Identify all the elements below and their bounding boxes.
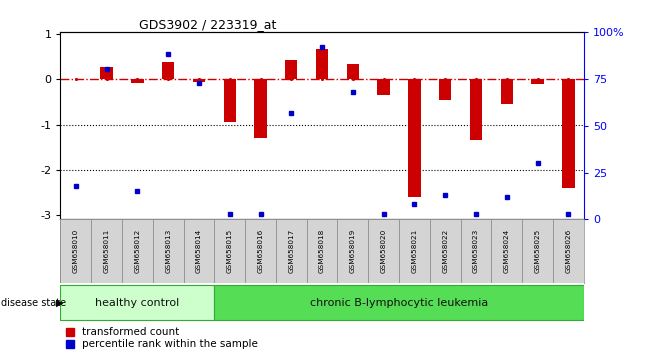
- Bar: [347, 63, 359, 79]
- Bar: [430, 219, 460, 283]
- Bar: [60, 219, 91, 283]
- Text: ▶: ▶: [56, 298, 63, 308]
- Bar: [162, 62, 174, 79]
- Bar: [101, 67, 113, 79]
- Bar: [399, 219, 430, 283]
- Bar: [245, 219, 276, 283]
- Text: GSM658018: GSM658018: [319, 229, 325, 273]
- Text: GSM658023: GSM658023: [473, 229, 479, 273]
- Text: GSM658019: GSM658019: [350, 229, 356, 273]
- Bar: [285, 60, 297, 79]
- Bar: [501, 79, 513, 104]
- Bar: [214, 285, 584, 320]
- Text: GSM658021: GSM658021: [411, 229, 417, 273]
- Text: healthy control: healthy control: [95, 298, 179, 308]
- Bar: [307, 219, 338, 283]
- Bar: [214, 219, 245, 283]
- Bar: [439, 79, 452, 100]
- Text: GSM658014: GSM658014: [196, 229, 202, 273]
- Bar: [408, 79, 421, 197]
- Bar: [91, 219, 122, 283]
- Text: GSM658020: GSM658020: [380, 229, 386, 273]
- Text: GSM658011: GSM658011: [103, 229, 109, 273]
- Bar: [368, 219, 399, 283]
- Bar: [378, 79, 390, 95]
- Bar: [153, 219, 184, 283]
- Text: GSM658026: GSM658026: [566, 229, 572, 273]
- Text: GDS3902 / 223319_at: GDS3902 / 223319_at: [139, 18, 276, 31]
- Bar: [60, 285, 214, 320]
- Bar: [316, 48, 328, 79]
- Bar: [122, 219, 153, 283]
- Legend: transformed count, percentile rank within the sample: transformed count, percentile rank withi…: [66, 327, 258, 349]
- Text: GSM658024: GSM658024: [504, 229, 510, 273]
- Bar: [338, 219, 368, 283]
- Bar: [470, 79, 482, 141]
- Text: GSM658012: GSM658012: [134, 229, 140, 273]
- Text: chronic B-lymphocytic leukemia: chronic B-lymphocytic leukemia: [310, 298, 488, 308]
- Bar: [223, 79, 236, 122]
- Bar: [254, 79, 266, 138]
- Text: GSM658022: GSM658022: [442, 229, 448, 273]
- Bar: [460, 219, 491, 283]
- Bar: [553, 219, 584, 283]
- Text: disease state: disease state: [1, 298, 66, 308]
- Text: GSM658010: GSM658010: [72, 229, 79, 273]
- Bar: [276, 219, 307, 283]
- Bar: [193, 79, 205, 81]
- Bar: [531, 79, 544, 84]
- Bar: [491, 219, 522, 283]
- Text: GSM658017: GSM658017: [289, 229, 295, 273]
- Text: GSM658013: GSM658013: [165, 229, 171, 273]
- Text: GSM658016: GSM658016: [258, 229, 264, 273]
- Bar: [132, 79, 144, 83]
- Bar: [522, 219, 553, 283]
- Text: GSM658015: GSM658015: [227, 229, 233, 273]
- Bar: [562, 79, 574, 188]
- Text: GSM658025: GSM658025: [535, 229, 541, 273]
- Bar: [184, 219, 214, 283]
